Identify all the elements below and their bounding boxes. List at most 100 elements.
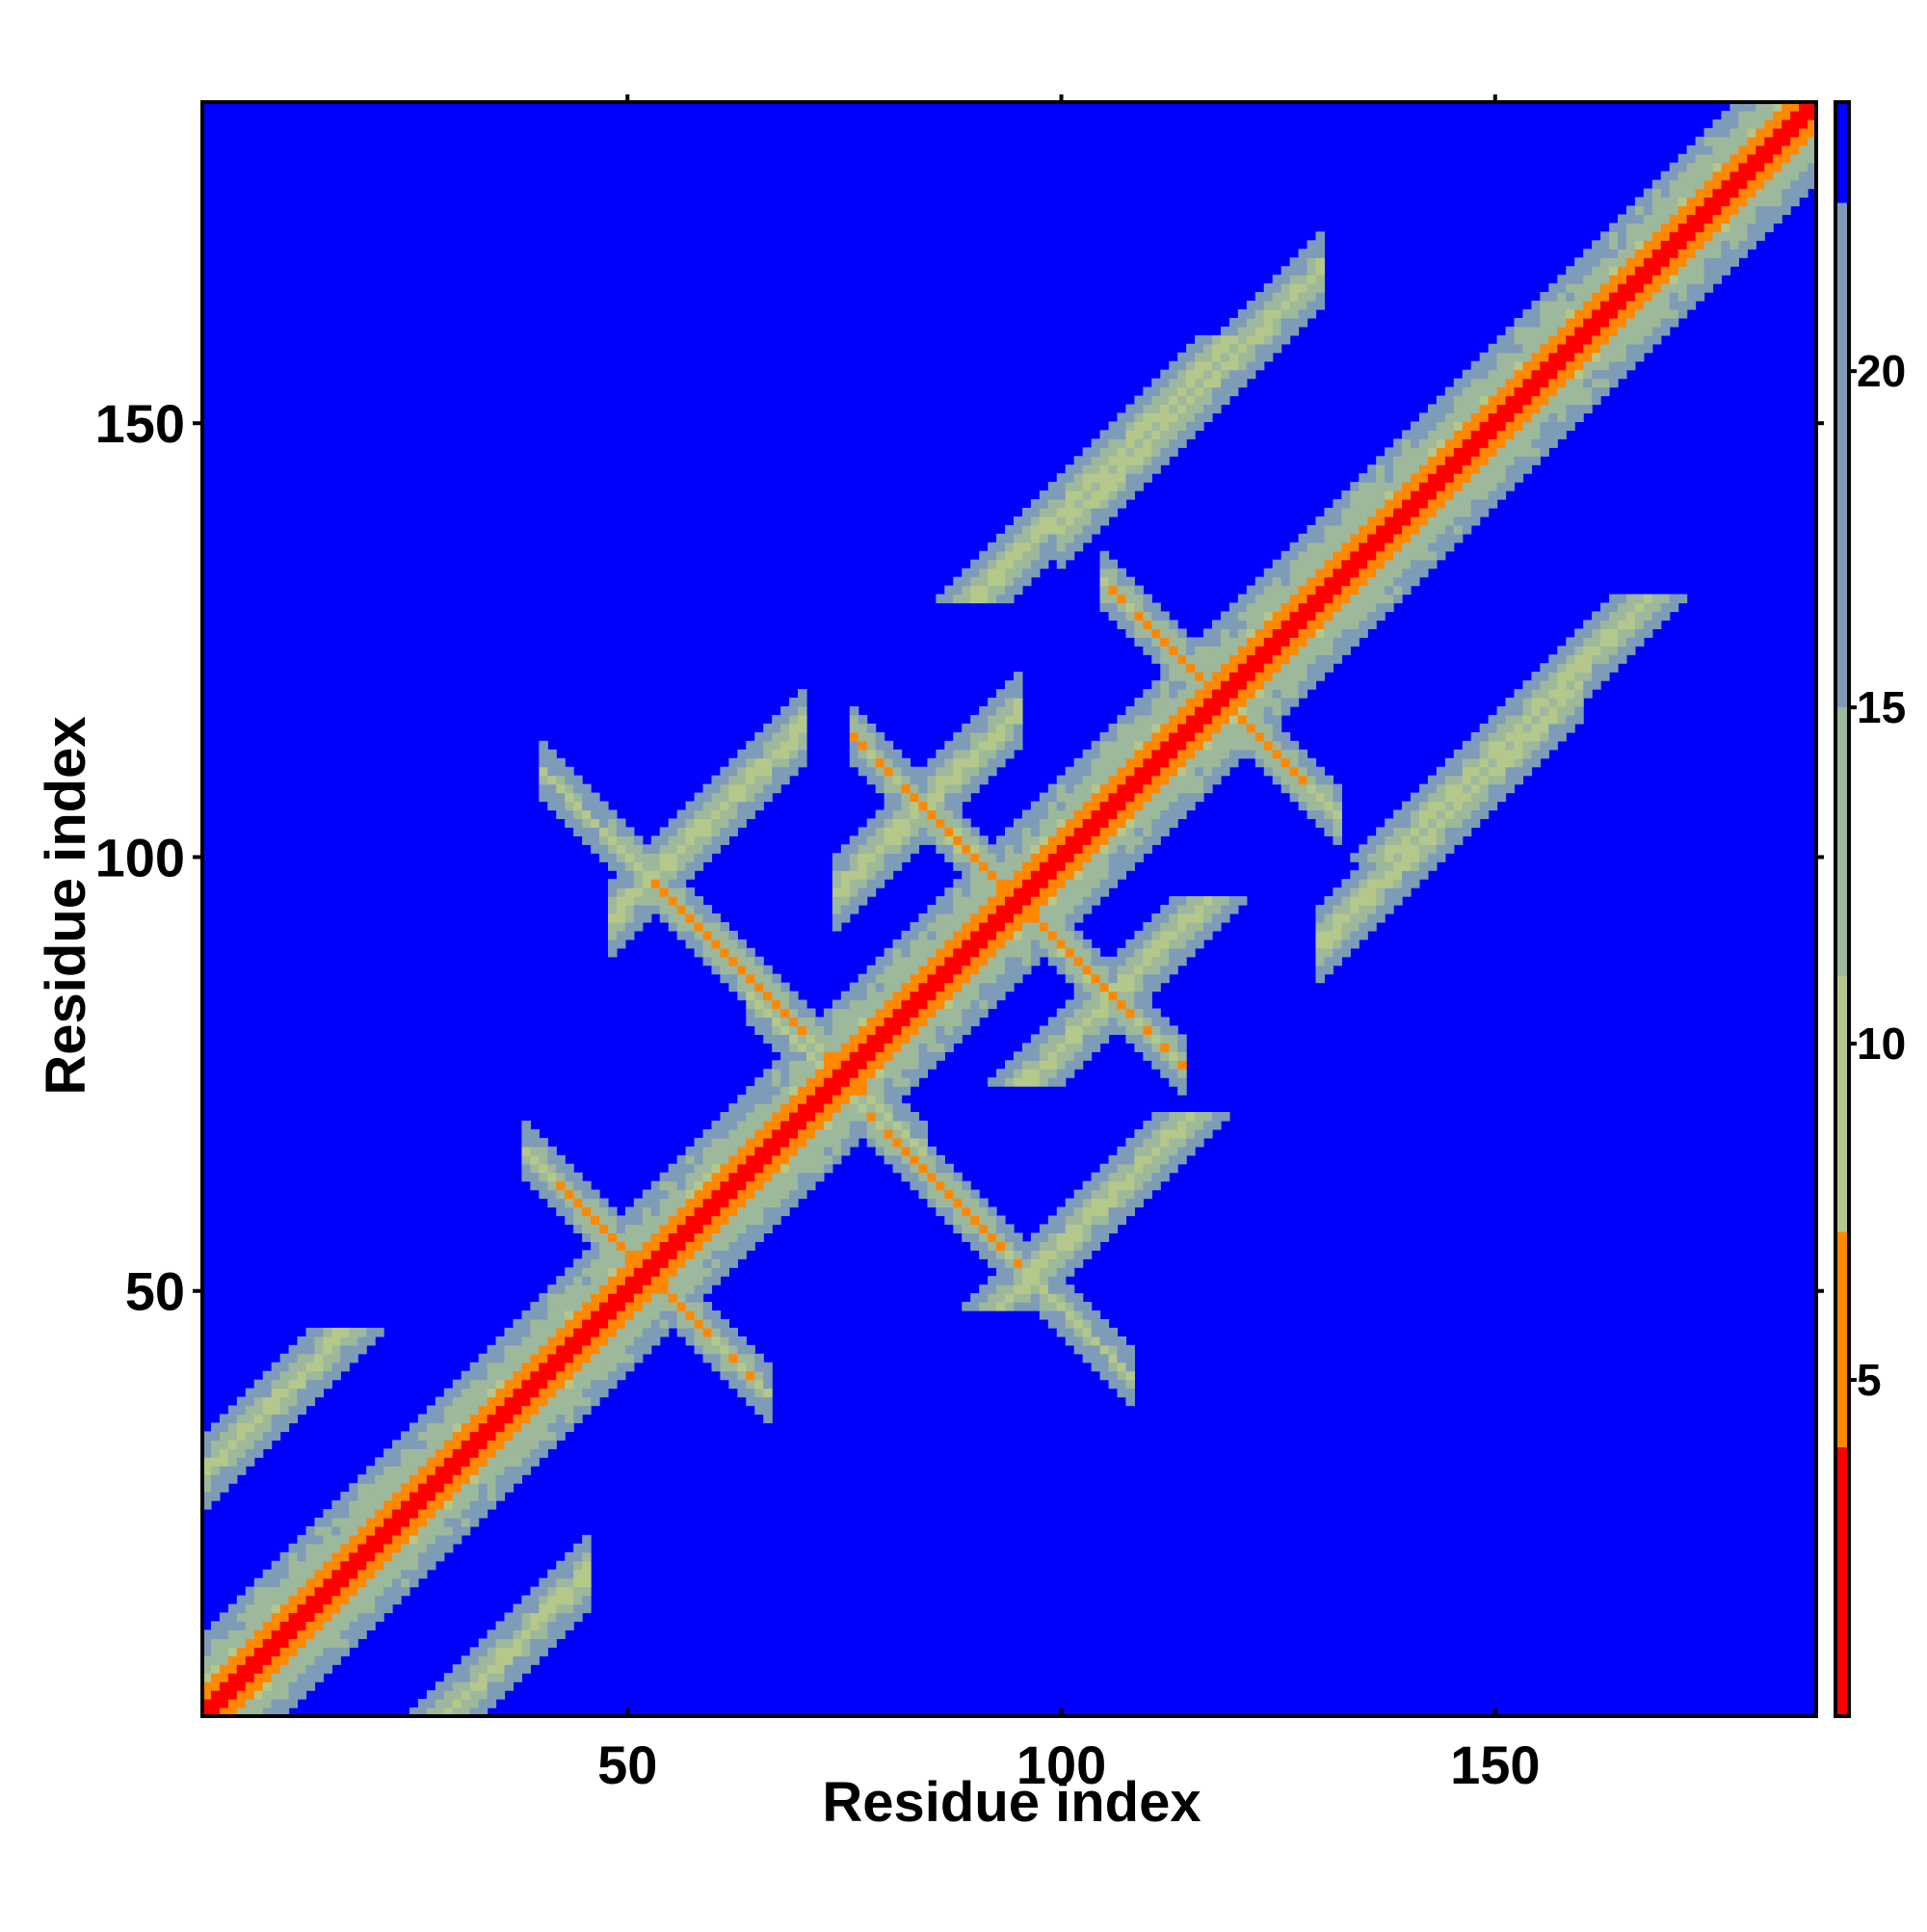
heatmap-cell [1143,464,1152,474]
heatmap-cell [366,1603,376,1614]
heatmap-cell [901,1172,911,1182]
heatmap-cell [1091,490,1101,500]
heatmap-cell [728,1224,738,1233]
heatmap-cell [1091,516,1101,526]
heatmap-cell [1169,757,1178,768]
heatmap-cell [849,1043,859,1052]
heatmap-cell [616,1241,626,1251]
heatmap-cell [840,1103,851,1113]
heatmap-cell [616,1215,626,1226]
heatmap-cell [279,1647,290,1656]
heatmap-cell [737,947,747,958]
heatmap-cell [1203,1120,1213,1130]
heatmap-cell [1056,542,1067,552]
heatmap-cell [279,1690,290,1700]
heatmap-cell [314,1603,324,1614]
heatmap-cell [1272,275,1282,284]
heatmap-cell [789,1128,799,1139]
heatmap-cell [988,576,997,587]
heatmap-cell [702,1206,713,1217]
heatmap-cell [1298,576,1308,587]
heatmap-cell [219,1621,229,1631]
heatmap-cell [288,1560,299,1571]
heatmap-cell [1307,594,1317,604]
heatmap-cell [1254,343,1265,354]
heatmap-cell [1220,731,1230,742]
heatmap-cell [1333,887,1342,897]
heatmap-cell [988,698,997,707]
heatmap-cell [798,1137,807,1148]
heatmap-cell [849,1017,859,1027]
heatmap-cell [1228,602,1239,613]
heatmap-cell [375,1534,384,1545]
heatmap-cell [910,947,920,958]
heatmap-cell [1117,482,1127,491]
heatmap-cell [495,1457,506,1467]
heatmap-cell [495,1362,506,1372]
heatmap-cell [1056,835,1067,845]
heatmap-cell [556,775,566,785]
heatmap-cell [1056,1284,1067,1294]
heatmap-cell [798,1180,807,1191]
heatmap-cell [884,1051,894,1061]
heatmap-cell [530,1448,540,1458]
heatmap-cell [573,1318,583,1329]
heatmap-cell [1177,663,1187,673]
heatmap-cell [1091,499,1101,509]
heatmap-cell [1246,343,1256,354]
heatmap-cell [1393,853,1403,862]
heatmap-cell [988,766,997,777]
heatmap-cell [443,1448,454,1458]
heatmap-cell [1047,1043,1058,1052]
heatmap-cell [1220,757,1230,768]
heatmap-cell [728,1215,738,1226]
heatmap-cell [754,1077,764,1087]
heatmap-cell [1125,757,1135,768]
heatmap-cell [1073,1025,1084,1035]
heatmap-cell [1125,1008,1135,1019]
heatmap-cell [746,1215,755,1226]
heatmap-cell [1082,956,1093,966]
heatmap-cell [936,594,945,604]
heatmap-cell [556,1577,566,1588]
heatmap-cell [1030,1276,1041,1285]
heatmap-cell [1203,369,1213,380]
heatmap-cell [1367,594,1377,604]
heatmap-cell [452,1664,462,1674]
heatmap-cell [452,1466,462,1475]
heatmap-cell [668,1318,678,1329]
heatmap-cell [452,1517,462,1527]
heatmap-cell [840,1060,851,1070]
heatmap-cell [521,1128,531,1139]
heatmap-cell [392,1457,402,1467]
heatmap-cell [1186,386,1196,397]
heatmap-cell [1151,740,1161,751]
heatmap-cell [720,809,729,820]
heatmap-cell [772,775,781,785]
heatmap-cell [875,1146,885,1156]
heatmap-cell [357,1525,367,1536]
heatmap-cell [288,1543,299,1553]
heatmap-cell [1039,524,1049,535]
heatmap-cell [1177,646,1187,655]
heatmap-cell [556,1388,566,1398]
heatmap-cell [1125,456,1135,465]
heatmap-cell [435,1517,445,1527]
heatmap-cell [979,714,989,725]
heatmap-cell [366,1525,376,1536]
heatmap-cell [849,1111,859,1122]
heatmap-cell [1030,930,1041,940]
heatmap-cell [556,1198,566,1208]
heatmap-cell [1177,930,1187,940]
heatmap-cell [461,1422,471,1433]
heatmap-cell [599,809,609,820]
heatmap-cell [746,1189,755,1200]
heatmap-cell [607,1276,618,1285]
heatmap-cell [297,1629,307,1639]
heatmap-cell [340,1560,350,1571]
heatmap-cell [1117,1362,1127,1372]
heatmap-cell [832,1008,842,1019]
heatmap-cell [1091,1043,1101,1052]
heatmap-cell [892,1069,903,1078]
heatmap-cell [1065,1198,1075,1208]
